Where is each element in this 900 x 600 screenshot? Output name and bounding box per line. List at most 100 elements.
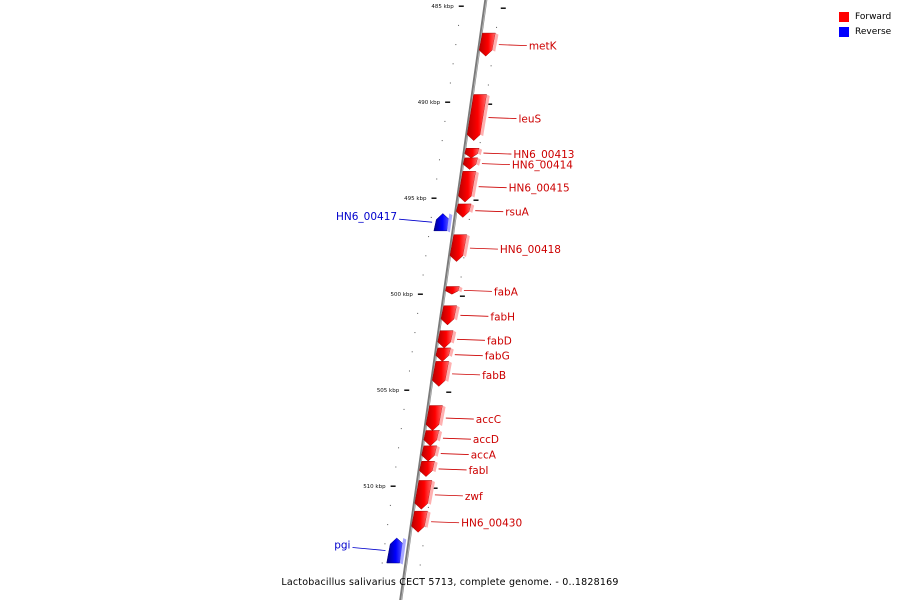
scale-label: 500 kbp <box>390 292 413 298</box>
gene-arrow[interactable] <box>386 537 404 564</box>
gene-label[interactable]: accC <box>476 414 501 426</box>
gene-fabD[interactable]: fabD <box>437 330 512 349</box>
gene-fabA[interactable]: fabA <box>445 286 519 298</box>
gene-label[interactable]: leuS <box>518 114 541 126</box>
gene-arrow-side <box>454 305 460 321</box>
scale-label: 490 kbp <box>418 100 441 106</box>
gene-label[interactable]: HN6_00414 <box>512 160 573 172</box>
scale-label: 505 kbp <box>377 388 400 394</box>
gene-arrow-side <box>476 157 481 166</box>
gene-arrow[interactable] <box>456 203 472 218</box>
gene-arrow-side <box>432 461 438 473</box>
gene-leader-line <box>481 163 510 166</box>
scale-label: 485 kbp <box>431 4 454 10</box>
gene-leader-line <box>463 289 492 292</box>
gene-HN6_00414[interactable]: HN6_00414 <box>462 157 573 172</box>
legend-label-reverse: Reverse <box>855 26 892 37</box>
gene-arrow[interactable] <box>462 157 479 170</box>
gene-HN6_00413[interactable]: HN6_00413 <box>464 148 575 161</box>
gene-accC[interactable]: accC <box>425 405 501 431</box>
gene-arrow[interactable] <box>478 32 496 57</box>
gene-leader-line <box>488 117 517 119</box>
gene-leader-line <box>483 152 512 155</box>
gene-label[interactable]: fabB <box>482 370 506 382</box>
gene-arrow-side <box>492 33 499 52</box>
forward-swatch <box>839 11 849 22</box>
gene-arrow[interactable] <box>423 430 440 447</box>
gene-label[interactable]: HN6_00430 <box>461 518 522 530</box>
legend-item-forward: Forward <box>839 9 891 24</box>
gene-arrow-side <box>471 171 479 198</box>
gene-arrow[interactable] <box>437 330 454 349</box>
gene-fabG[interactable]: fabG <box>435 347 510 363</box>
gene-arrow[interactable] <box>419 460 435 477</box>
gene-arrow[interactable] <box>414 480 433 510</box>
gene-pgi[interactable]: pgi <box>334 537 407 565</box>
gene-label[interactable]: HN6_00417 <box>336 211 397 223</box>
scale-label: 495 kbp <box>404 196 427 202</box>
gene-leader-line <box>478 186 507 189</box>
gene-arrow[interactable] <box>432 361 450 387</box>
gene-label[interactable]: metK <box>529 41 558 53</box>
gene-arrow[interactable] <box>411 510 428 533</box>
gene-arrow-side <box>448 347 454 357</box>
gene-leader-line <box>440 453 469 455</box>
gene-arrow[interactable] <box>433 213 450 232</box>
gene-arrow[interactable] <box>464 148 480 159</box>
gene-label[interactable]: fabD <box>487 335 512 347</box>
gene-arrow[interactable] <box>458 171 477 203</box>
gene-metK[interactable]: metK <box>478 32 558 57</box>
gene-leader-line <box>442 437 471 440</box>
gene-arrow-side <box>436 430 443 442</box>
gene-rsuA[interactable]: rsuA <box>456 203 530 219</box>
gene-label[interactable]: HN6_00418 <box>500 244 561 256</box>
gene-fabH[interactable]: fabH <box>440 305 515 326</box>
gene-arrow-side <box>446 213 453 233</box>
gene-label[interactable]: pgi <box>334 540 350 552</box>
gene-leader-line <box>399 218 433 223</box>
gene-leader-line <box>460 314 489 317</box>
gene-leader-line <box>475 210 504 213</box>
gene-HN6_00415[interactable]: HN6_00415 <box>458 171 570 203</box>
gene-leader-line <box>438 468 467 471</box>
reverse-swatch <box>839 26 849 37</box>
scale-label: 510 kbp <box>363 484 386 490</box>
genome-backbone <box>399 0 488 600</box>
gene-leader-line <box>498 44 527 46</box>
gene-arrow[interactable] <box>466 94 488 141</box>
gene-label[interactable]: fabA <box>494 286 519 298</box>
gene-label[interactable]: HN6_00415 <box>509 183 570 195</box>
gene-arrow-side <box>445 361 452 382</box>
gene-label[interactable]: HN6_00413 <box>513 149 574 161</box>
gene-leader-line <box>454 354 483 357</box>
gene-arrow-side <box>439 405 446 427</box>
gene-arrow-side <box>424 511 431 528</box>
gene-label[interactable]: zwf <box>465 491 483 503</box>
gene-arrow[interactable] <box>440 305 458 326</box>
gene-label[interactable]: fabI <box>469 465 489 477</box>
gene-leader-line <box>431 521 460 524</box>
gene-arrow-side <box>463 234 470 258</box>
gene-arrow-side <box>480 94 490 137</box>
gene-HN6_00430[interactable]: HN6_00430 <box>411 510 523 533</box>
gene-accD[interactable]: accD <box>423 430 499 447</box>
gene-label[interactable]: fabH <box>490 311 515 323</box>
gene-accA[interactable]: accA <box>421 445 497 462</box>
gene-label[interactable]: fabG <box>485 351 510 363</box>
gene-arrow-side <box>469 203 475 213</box>
gene-label[interactable]: accD <box>473 434 499 446</box>
gene-arrow[interactable] <box>421 445 438 462</box>
gene-label[interactable]: rsuA <box>505 207 529 219</box>
gene-HN6_00417[interactable]: HN6_00417 <box>336 211 453 233</box>
gene-fabB[interactable]: fabB <box>432 361 506 387</box>
gene-arrow[interactable] <box>425 405 443 431</box>
gene-label[interactable]: accA <box>471 450 497 462</box>
gene-arrow[interactable] <box>449 234 468 262</box>
gene-leader-line <box>469 247 498 250</box>
gene-fabI[interactable]: fabI <box>419 460 489 477</box>
gene-arrow[interactable] <box>435 347 452 362</box>
gene-arrow[interactable] <box>445 286 460 295</box>
gene-zwf[interactable]: zwf <box>414 480 483 510</box>
gene-leuS[interactable]: leuS <box>466 94 541 141</box>
gene-HN6_00418[interactable]: HN6_00418 <box>449 234 561 262</box>
